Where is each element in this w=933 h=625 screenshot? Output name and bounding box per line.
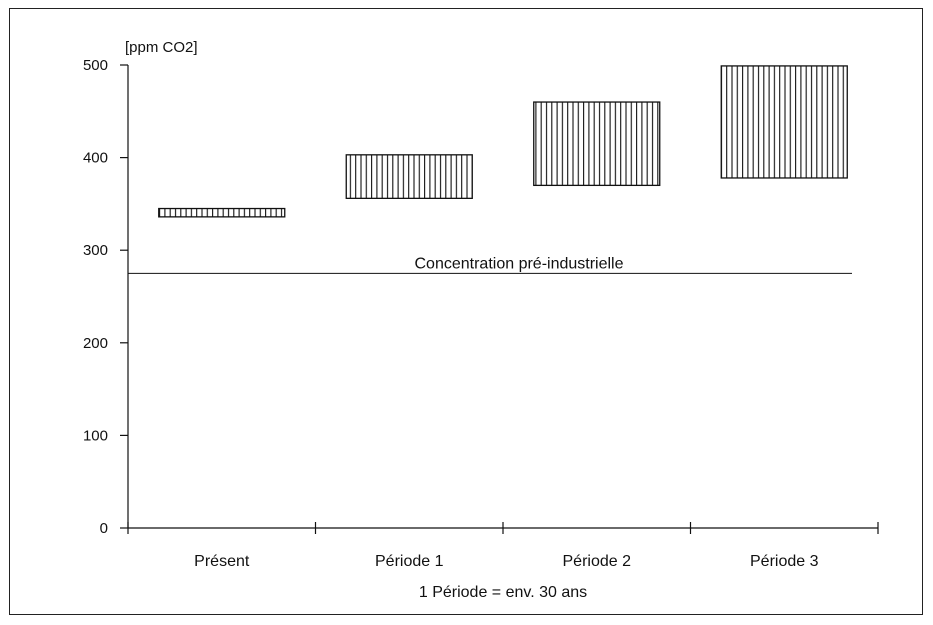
y-tick-label: 0 [100, 520, 108, 537]
chart-frame [9, 8, 923, 615]
y-tick-label: 300 [83, 242, 108, 259]
x-tick-label: Période 3 [750, 553, 819, 570]
y-axis-label: [ppm CO2] [125, 39, 198, 56]
y-tick-label: 100 [83, 427, 108, 444]
range-bar [533, 101, 661, 187]
reference-line-label: Concentration pré-industrielle [415, 255, 624, 272]
y-tick-label: 500 [83, 57, 108, 74]
y-tick-label: 200 [83, 335, 108, 352]
x-tick-label: Présent [194, 553, 250, 570]
x-axis-label: 1 Période = env. 30 ans [419, 584, 587, 601]
y-tick-label: 400 [83, 150, 108, 167]
x-tick-label: Période 2 [563, 553, 632, 570]
range-bar [720, 65, 848, 179]
range-bar [345, 154, 473, 199]
range-bar [158, 207, 286, 218]
x-tick-label: Période 1 [375, 553, 444, 570]
